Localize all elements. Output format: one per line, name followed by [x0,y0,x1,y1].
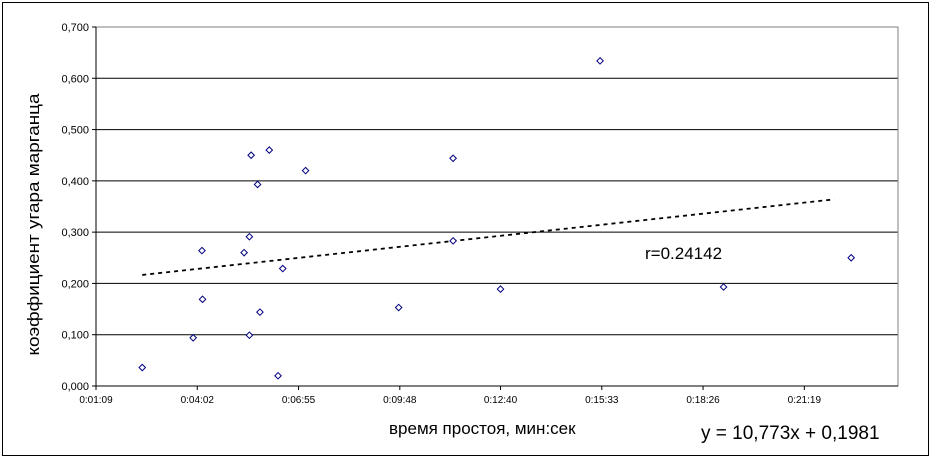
x-tick-label: 0:15:33 [585,395,619,406]
data-point [253,180,262,189]
data-point [274,371,282,380]
data-point [240,248,249,257]
y-tick-labels: 0,000 0,100 0,200 0,300 0,400 0,500 0,600 0,700 [61,22,89,393]
x-tick-labels: 0:01:09 0:04:02 0:06:55 0:09:48 0:12:40 0:15:… [79,395,821,406]
data-point [198,246,206,255]
axes [92,26,899,390]
y-tick-label: 0,400 [61,176,89,188]
x-tick-label: 0:21:19 [788,395,822,406]
y-axis-label: коэффициент угара марганца [24,93,43,356]
data-point [245,331,254,340]
x-tick-label: 0:01:09 [79,395,113,406]
data-point [496,285,505,293]
data-point [449,154,458,163]
x-tick-label: 0:09:48 [383,395,417,406]
data-point [847,253,856,262]
y-tick-label: 0,700 [61,22,89,34]
correlation-label: r=0.24142 [645,244,723,263]
x-axis-label: время простоя, мин:сек [389,419,576,438]
data-point [394,303,403,312]
data-point [247,151,256,160]
y-tick-label: 0,000 [61,381,89,393]
data-point [138,363,147,372]
trendline-equation: y = 10,773x + 0,1981 [701,423,880,444]
y-tick-label: 0,300 [61,227,89,239]
data-points [138,56,856,380]
y-tick-label: 0,500 [61,125,89,137]
plot-area [96,27,898,386]
x-tick-label: 0:18:26 [686,395,720,406]
y-tick-label: 0,600 [61,73,89,85]
data-point [245,232,254,241]
y-tick-label: 0,200 [61,278,89,290]
data-point [198,295,207,304]
scatter-chart: 0,000 0,100 0,200 0,300 0,400 0,500 0,600 0,700… [24,22,899,406]
x-tick-label: 0:06:55 [282,395,316,406]
data-point [449,236,458,245]
y-tick-label: 0,100 [61,330,89,342]
data-point [256,308,264,317]
data-point [278,264,287,273]
data-point [265,146,274,154]
data-point [301,166,310,175]
data-point [719,283,728,291]
data-point [596,56,604,65]
x-tick-label: 0:12:40 [484,395,518,406]
x-tick-label: 0:04:02 [181,395,215,406]
data-point [189,333,198,342]
